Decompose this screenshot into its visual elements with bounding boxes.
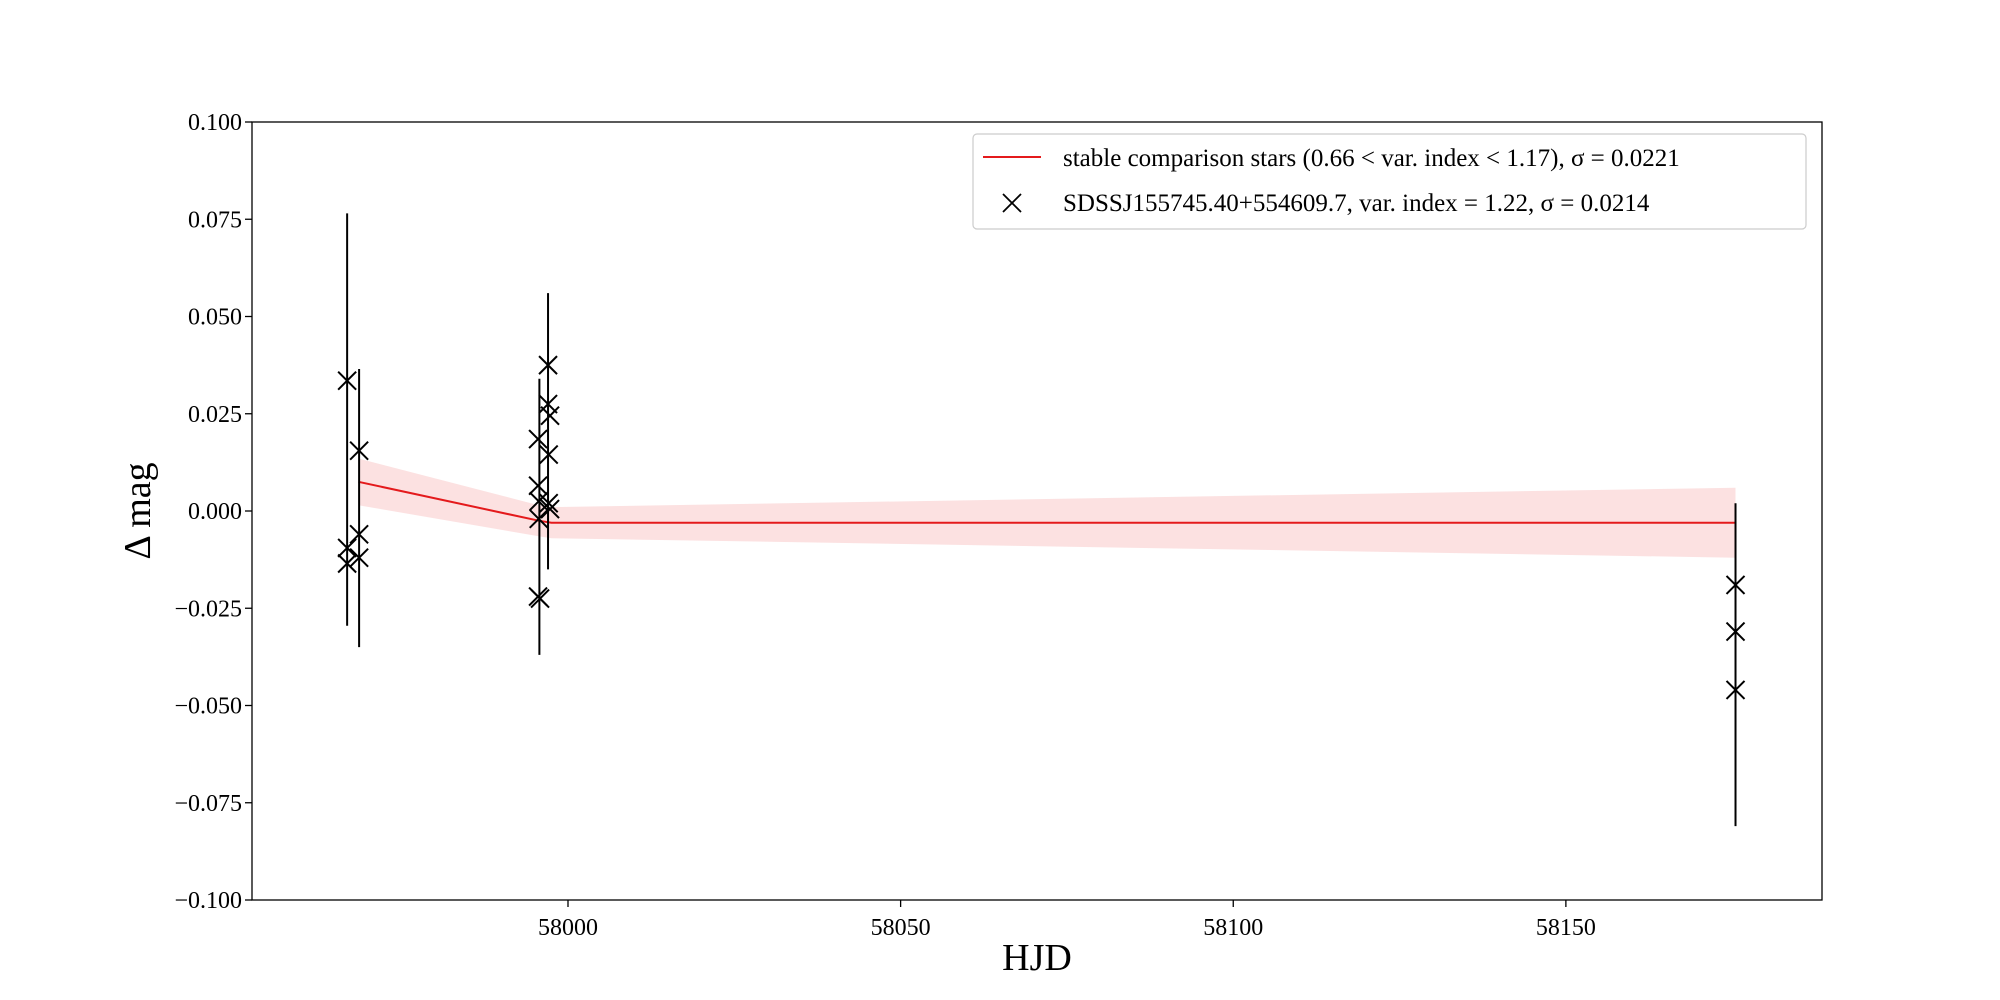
x-axis-title: HJD — [1002, 937, 1072, 979]
x-tick-label: 58100 — [1203, 915, 1263, 941]
y-tick-label: −0.025 — [174, 596, 242, 622]
legend-label-comparison: stable comparison stars (0.66 < var. ind… — [1063, 145, 1680, 172]
data-point-layer — [337, 355, 1746, 700]
data-point-stroke — [529, 491, 549, 511]
data-point-stroke — [528, 476, 548, 496]
data-point-stroke — [349, 547, 369, 568]
data-point-stroke — [337, 370, 357, 391]
data-point-stroke — [538, 493, 559, 513]
data-point-x-marker — [540, 499, 560, 519]
data-point-x-marker — [529, 509, 549, 529]
data-point-x-marker — [349, 440, 369, 461]
data-point-stroke — [1725, 680, 1746, 700]
legend-x-marker — [1002, 193, 1022, 213]
legend-frame — [972, 133, 1807, 230]
y-axis-title: Δ mag — [117, 462, 159, 559]
x-tick-label: 58050 — [871, 915, 931, 941]
data-point-stroke — [530, 588, 550, 609]
y-tick-label: 0.025 — [188, 402, 242, 428]
data-point-stroke — [337, 553, 357, 574]
x-tick-label: 58000 — [538, 915, 598, 941]
comparison-line — [358, 480, 1736, 524]
x-tick-label: 58150 — [1536, 915, 1596, 941]
confidence-band-layer — [358, 458, 1736, 558]
data-point-stroke — [349, 440, 369, 461]
data-point-stroke — [1725, 621, 1746, 642]
data-point-x-marker — [538, 355, 558, 375]
y-tick-label: 0.050 — [188, 305, 242, 331]
data-point-stroke — [529, 509, 549, 529]
data-point-x-marker — [337, 370, 357, 391]
data-point-x-marker — [349, 547, 369, 568]
data-point-x-marker — [538, 493, 559, 513]
y-tick-label: −0.100 — [174, 888, 242, 914]
data-point-stroke — [538, 394, 558, 414]
data-point-stroke — [1725, 575, 1746, 595]
y-axis-ticks: −0.100 −0.075 −0.050 −0.025 0.000 0.025 0.050 0… — [174, 110, 252, 914]
data-point-stroke — [540, 499, 560, 519]
data-point-x-marker — [528, 429, 548, 449]
data-point-x-marker — [530, 588, 550, 609]
comparison-line-layer — [358, 480, 1736, 524]
y-tick-label: 0.075 — [188, 207, 242, 233]
data-point-stroke — [540, 405, 560, 426]
data-point-stroke — [538, 444, 559, 465]
legend: stable comparison stars (0.66 < var. ind… — [972, 133, 1807, 230]
data-point-x-marker — [538, 444, 559, 465]
data-point-stroke — [528, 429, 548, 449]
data-point-x-marker — [528, 476, 548, 496]
data-point-x-marker — [1725, 680, 1746, 700]
data-point-x-marker — [540, 405, 560, 426]
confidence-band — [358, 458, 1736, 558]
legend-label-target: SDSSJ155745.40+554609.7, var. index = 1.… — [1063, 190, 1650, 217]
data-point-x-marker — [337, 538, 357, 558]
y-tick-label: 0.000 — [188, 499, 242, 525]
data-point-stroke — [337, 538, 357, 558]
data-point-x-marker — [538, 394, 558, 414]
data-point-x-marker — [349, 524, 369, 545]
data-point-x-marker — [337, 553, 357, 574]
y-tick-label: 0.100 — [188, 110, 242, 136]
data-point-x-marker — [1725, 575, 1746, 595]
y-tick-label: −0.075 — [174, 791, 242, 817]
data-point-x-marker — [1725, 621, 1746, 642]
y-tick-label: −0.050 — [174, 694, 242, 720]
data-point-stroke — [538, 355, 558, 375]
data-point-stroke — [349, 524, 369, 545]
errorbar-layer — [346, 213, 1737, 827]
x-axis-ticks: 58000 58050 58100 58150 — [538, 900, 1596, 941]
